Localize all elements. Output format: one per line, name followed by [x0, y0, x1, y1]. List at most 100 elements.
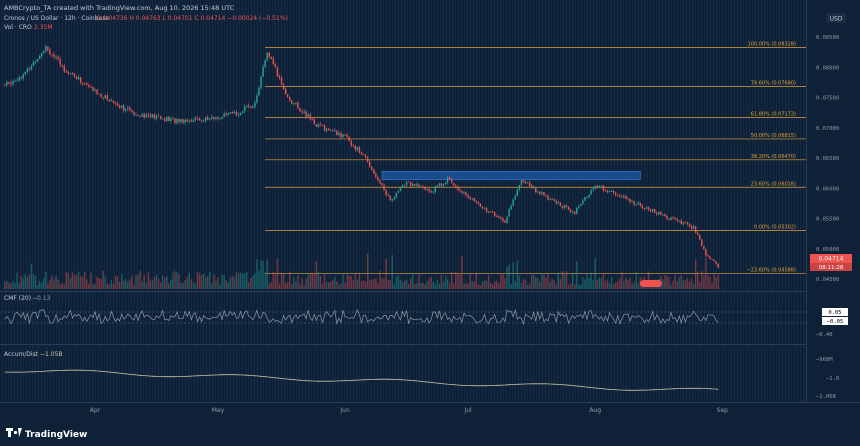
volume-bar: [416, 283, 418, 289]
volume-bar: [20, 275, 22, 289]
logo-mark-dot: [13, 430, 18, 435]
candle-body: [705, 249, 707, 256]
candle-body: [666, 215, 668, 219]
volume-bar: [481, 282, 484, 289]
candle-body: [254, 102, 256, 108]
volume-bar: [141, 281, 143, 289]
supply-zone-box[interactable]: [381, 171, 641, 181]
volume-bar: [14, 282, 16, 289]
candle-body: [342, 134, 344, 138]
candle-body: [428, 189, 430, 192]
month-label: Jul: [463, 407, 472, 414]
volume-bar: [496, 280, 498, 289]
candle-body: [545, 195, 547, 197]
candle-body: [651, 209, 654, 212]
volume-bar: [586, 273, 588, 289]
currency-button[interactable]: [826, 13, 846, 23]
volume-bar: [348, 275, 350, 289]
volume-bar: [713, 272, 715, 289]
volume-bar: [508, 264, 510, 289]
volume-bar: [530, 275, 533, 289]
volume-bar: [120, 274, 123, 289]
volume-bar: [697, 271, 699, 289]
volume-bar: [358, 272, 361, 289]
volume-bar: [631, 283, 633, 289]
candle-body: [98, 93, 100, 95]
volume-bar: [116, 276, 119, 289]
candle-body: [405, 181, 408, 186]
volume-bar: [104, 276, 106, 289]
volume-bar: [233, 276, 236, 289]
volume-bar: [262, 260, 264, 289]
price-axis-label: 0.07000: [816, 126, 839, 132]
volume-bar: [686, 277, 689, 289]
volume-bar: [512, 262, 514, 289]
volume-bar: [278, 283, 281, 289]
candle-body: [635, 204, 637, 206]
volume-bar: [362, 280, 365, 289]
volume-bar: [36, 284, 39, 289]
time-axis[interactable]: Apr May Jun Jul Aug Sep: [90, 407, 728, 414]
volume-bar: [61, 282, 63, 289]
candle-body: [580, 204, 582, 207]
volume-bar: [414, 284, 416, 289]
candle-body: [147, 114, 149, 116]
candle-body: [28, 68, 31, 70]
candle-body: [455, 185, 457, 188]
volume-bar: [407, 284, 410, 289]
candle-body: [112, 100, 115, 103]
volume-bar: [24, 274, 26, 289]
ohlc-values: O 0.04736 H 0.04763 L 0.04701 C 0.04714 …: [96, 15, 288, 22]
candle-body: [543, 192, 545, 196]
volume-bar: [410, 278, 412, 289]
volume-bar: [88, 283, 90, 289]
volume-bar: [377, 283, 379, 289]
candle-body: [633, 200, 635, 205]
volume-bar: [469, 273, 471, 289]
candle-body: [444, 182, 447, 185]
candle-body: [432, 191, 434, 193]
volume-bar: [172, 272, 174, 289]
volume-bar: [483, 280, 486, 289]
candle-body: [297, 102, 299, 109]
fib-label: 100.00% (0.08328): [748, 41, 796, 47]
candle-body: [598, 185, 600, 188]
volume-bar: [633, 281, 635, 289]
candle-body: [36, 58, 39, 62]
volume-bar: [518, 275, 521, 289]
candle-body: [469, 197, 471, 200]
candle-body: [699, 234, 701, 240]
volume-bar: [621, 271, 623, 289]
candle-body: [625, 196, 627, 199]
tradingview-logo[interactable]: TradingView: [6, 428, 87, 440]
price-axis[interactable]: 0.08500 0.08000 0.07500 0.07000 0.06500 0.060…: [816, 35, 839, 283]
volume-bar: [684, 280, 687, 289]
candle-body: [313, 119, 316, 125]
candle-body: [155, 115, 158, 119]
volume-bar: [510, 284, 512, 289]
candle-body: [202, 121, 205, 122]
volume-bar: [229, 277, 231, 289]
volume-bar: [106, 282, 108, 289]
ad-axis-3: −1.06B: [816, 394, 837, 400]
symbol-title[interactable]: Cronos / US Dollar · 12h · Coinbase: [4, 15, 109, 22]
candle-body: [235, 111, 238, 116]
volume-bar: [280, 272, 283, 289]
volume-bar: [96, 277, 98, 289]
candle-body: [223, 113, 225, 117]
month-label: Apr: [90, 407, 101, 414]
fib-label: 23.60% (0.06016): [751, 181, 796, 187]
volume-bar: [678, 277, 680, 289]
volume-bar: [608, 283, 611, 289]
candle-body: [617, 194, 619, 196]
volume-bar: [690, 278, 693, 289]
volume-bar: [430, 276, 432, 289]
volume-bar: [612, 284, 615, 289]
candle-body: [209, 118, 211, 120]
volume-bar: [166, 276, 168, 289]
volume-bar: [198, 272, 201, 289]
volume-bar: [315, 261, 318, 289]
price-marker-pill[interactable]: [640, 280, 662, 287]
volume-bar: [592, 280, 594, 289]
